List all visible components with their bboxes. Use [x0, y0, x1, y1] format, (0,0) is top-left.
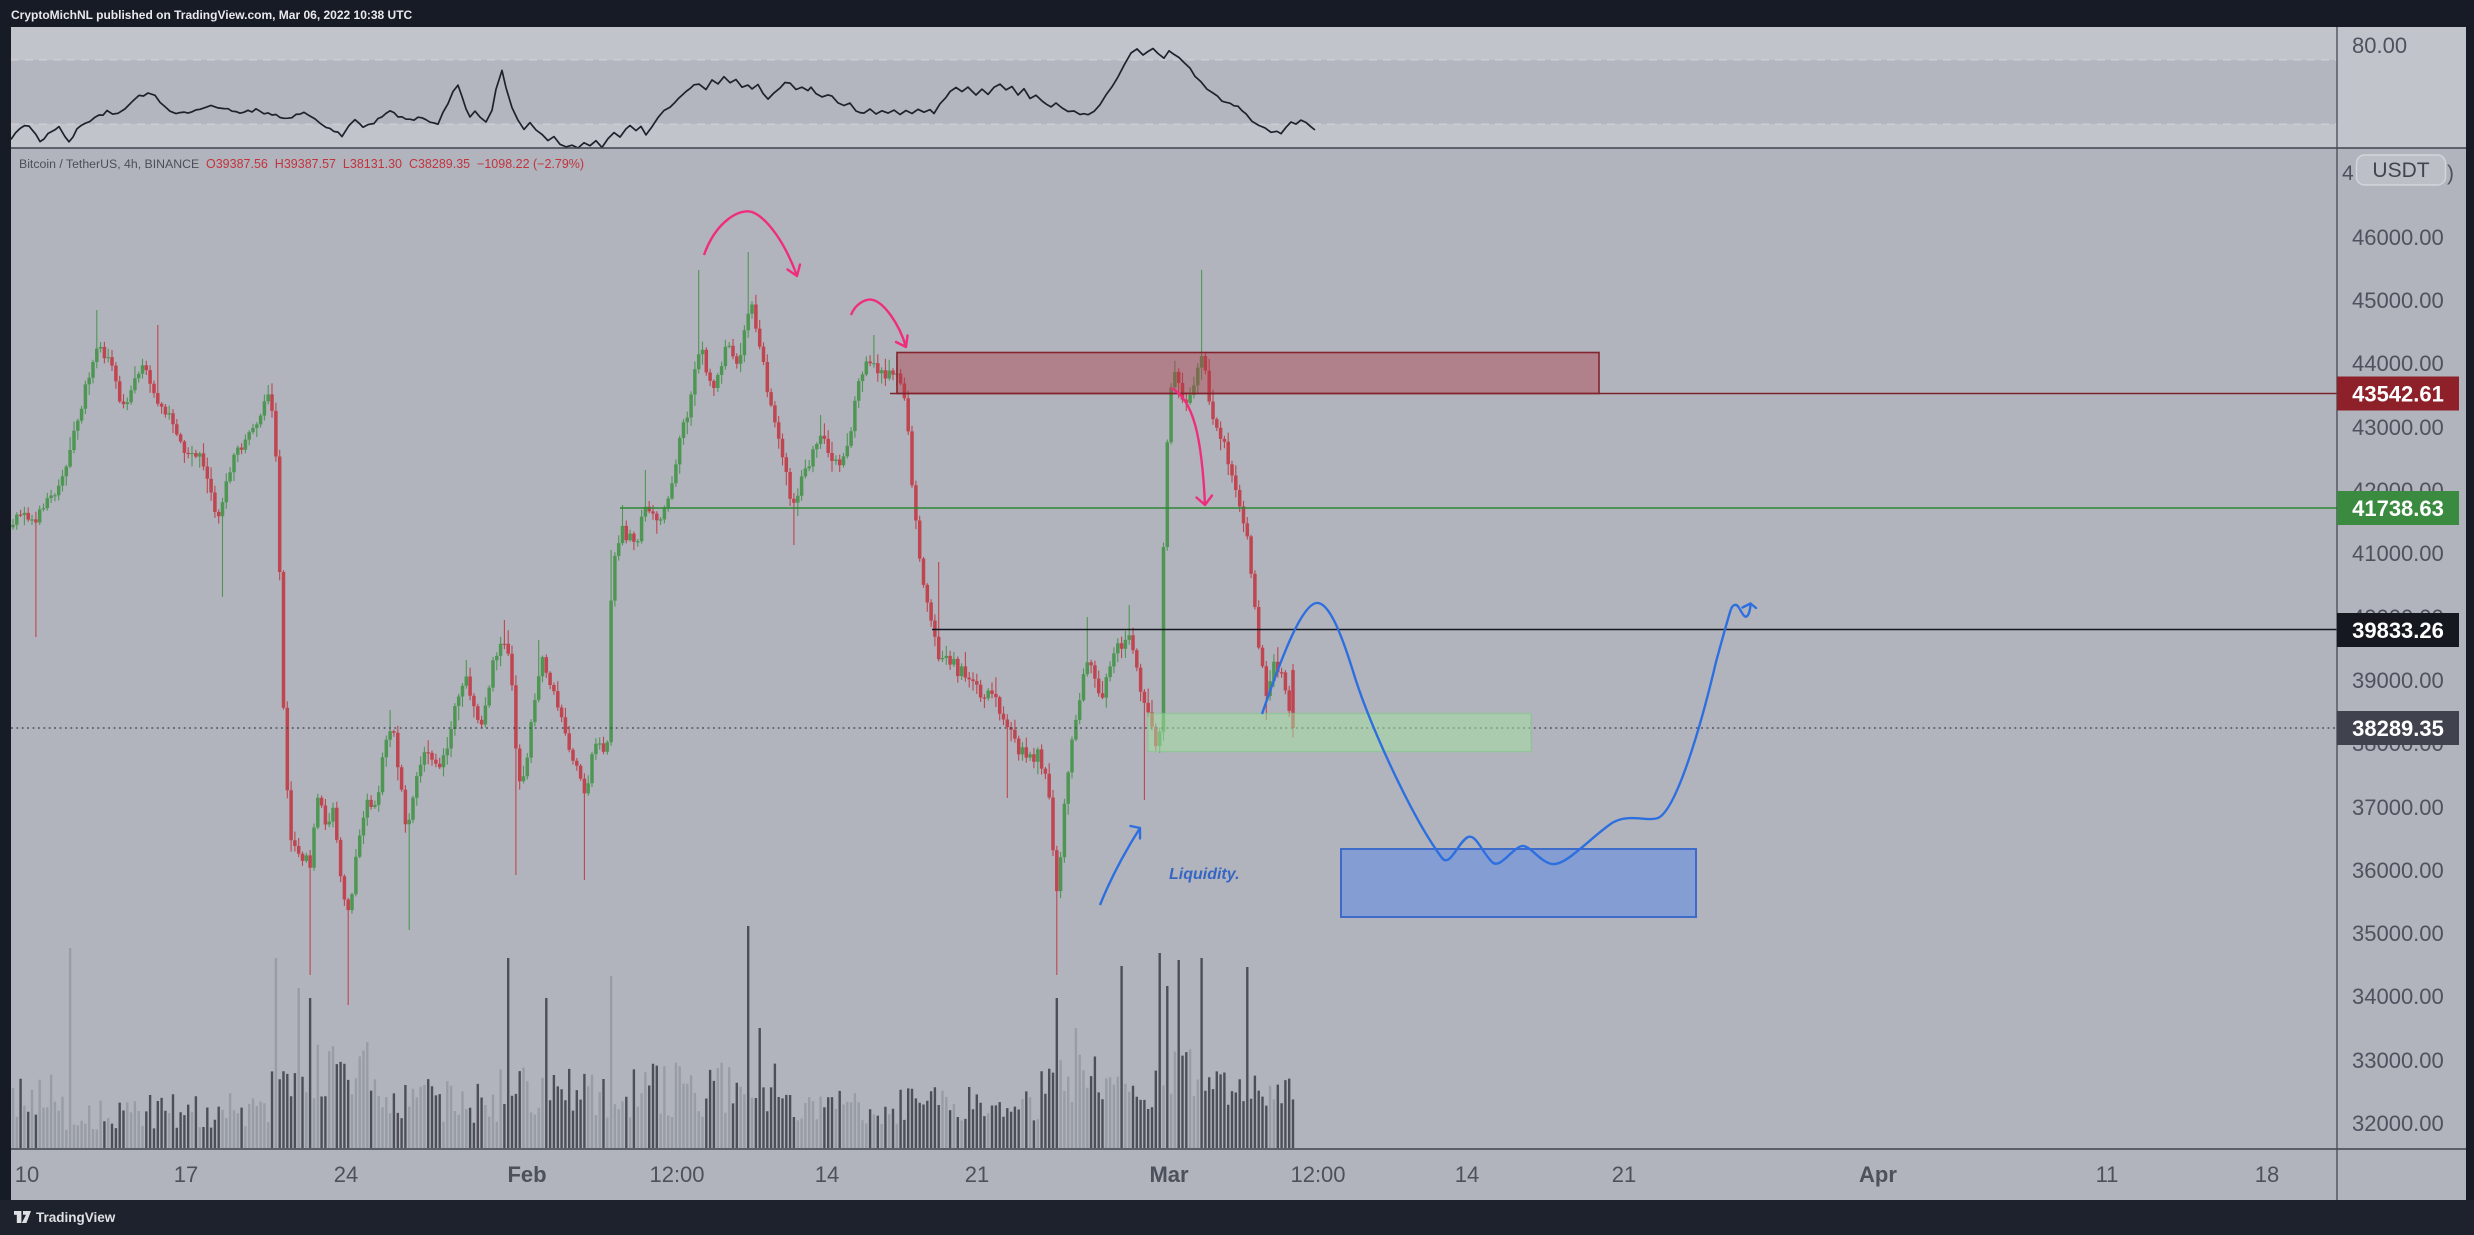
svg-text:18: 18	[2255, 1162, 2279, 1187]
svg-text:34000.00: 34000.00	[2352, 984, 2444, 1009]
svg-text:43000.00: 43000.00	[2352, 415, 2444, 440]
svg-text:46000.00: 46000.00	[2352, 225, 2444, 250]
svg-text:36000.00: 36000.00	[2352, 858, 2444, 883]
svg-text:24: 24	[334, 1162, 358, 1187]
svg-text:35000.00: 35000.00	[2352, 921, 2444, 946]
svg-text:10: 10	[15, 1162, 39, 1187]
svg-text:USDT: USDT	[2372, 159, 2429, 182]
svg-text:Liquidity.: Liquidity.	[1169, 866, 1240, 883]
svg-text:41738.63: 41738.63	[2352, 496, 2444, 521]
svg-text:38289.35: 38289.35	[2352, 716, 2444, 741]
svg-text:37000.00: 37000.00	[2352, 795, 2444, 820]
svg-text:CryptoMichNL published on Trad: CryptoMichNL published on TradingView.co…	[11, 8, 413, 22]
svg-text:32000.00: 32000.00	[2352, 1111, 2444, 1136]
svg-text:14: 14	[815, 1162, 839, 1187]
svg-text:11: 11	[2096, 1162, 2119, 1187]
svg-text:17: 17	[174, 1162, 198, 1187]
svg-text:21: 21	[965, 1162, 989, 1187]
svg-text:O39387.56 H39387.57 L38131.3: O39387.56 H39387.57 L38131.30 C38289.35 …	[206, 157, 584, 171]
svg-text:39000.00: 39000.00	[2352, 668, 2444, 693]
svg-text:12:00: 12:00	[649, 1162, 704, 1187]
svg-text:12:00: 12:00	[1290, 1162, 1345, 1187]
svg-text:45000.00: 45000.00	[2352, 288, 2444, 313]
svg-text:80.00: 80.00	[2352, 33, 2407, 58]
svg-text:Bitcoin / TetherUS, 4h, BINANC: Bitcoin / TetherUS, 4h, BINANCE	[19, 157, 199, 171]
svg-text:43542.61: 43542.61	[2352, 382, 2444, 407]
svg-text:44000.00: 44000.00	[2352, 351, 2444, 376]
svg-text:41000.00: 41000.00	[2352, 541, 2444, 566]
svg-text:): )	[2447, 162, 2454, 185]
svg-text:TradingView: TradingView	[36, 1210, 116, 1225]
svg-text:4: 4	[2342, 162, 2354, 185]
svg-text:21: 21	[1612, 1162, 1636, 1187]
svg-text:Feb: Feb	[507, 1162, 546, 1187]
svg-text:39833.26: 39833.26	[2352, 618, 2444, 643]
svg-text:33000.00: 33000.00	[2352, 1048, 2444, 1073]
svg-text:14: 14	[1455, 1162, 1479, 1187]
svg-text:Apr: Apr	[1859, 1162, 1897, 1187]
svg-text:Mar: Mar	[1149, 1162, 1189, 1187]
